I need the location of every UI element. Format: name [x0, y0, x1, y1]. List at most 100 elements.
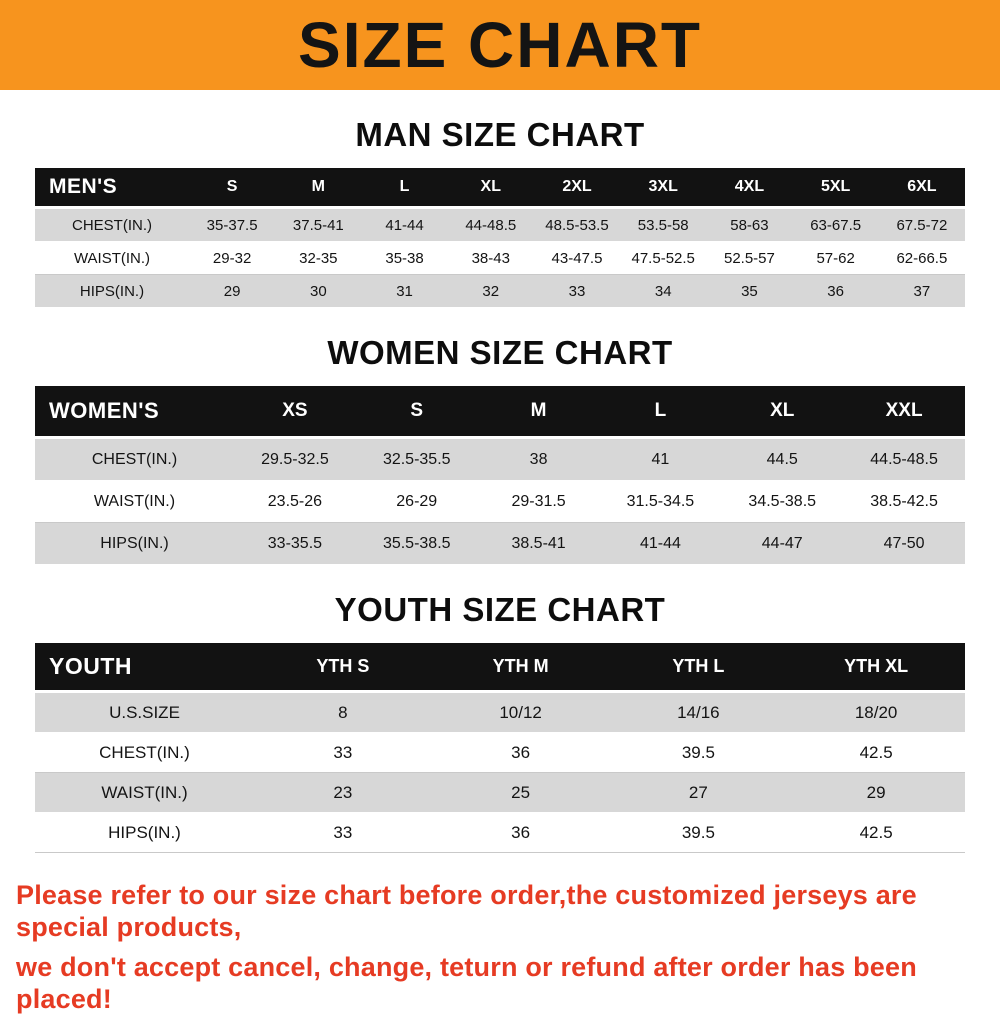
table-row: WAIST(IN.) 23.5-26 26-29 29-31.5 31.5-34.5 34…: [35, 481, 965, 523]
size-column-header: YTH S: [254, 643, 432, 692]
size-column-header: YTH XL: [787, 643, 965, 692]
size-column-header: XS: [234, 386, 356, 438]
measurement-value-cell: 48.5-53.5: [545, 216, 609, 234]
measurement-value-cell: 32: [482, 282, 500, 300]
note-line-2: we don't accept cancel, change, teturn o…: [16, 951, 917, 1015]
measurement-value-cell: 39.5: [681, 742, 715, 762]
measurement-value-cell: 34: [654, 282, 672, 300]
banner: SIZE CHART: [0, 0, 1000, 90]
size-column-header: M: [275, 168, 362, 208]
size-column-header: XL: [447, 168, 534, 208]
section-youth: YOUTH SIZE CHART YOUTH YTH S YTH M YTH L YTH…: [0, 591, 1000, 853]
measurement-label-cell: HIPS(IN.): [79, 282, 145, 300]
header-row: YOUTH YTH S YTH M YTH L YTH XL: [35, 643, 965, 692]
measurement-value-cell: 38-43: [471, 249, 510, 267]
measurement-value-cell: 47.5-52.5: [631, 249, 695, 267]
measurement-value-cell: 30: [309, 282, 327, 300]
measurement-value-cell: 57-62: [816, 249, 855, 267]
header-row: MEN'S S M L XL 2XL 3XL 4XL 5XL 6XL: [35, 168, 965, 208]
measurement-value-cell: 41-44: [639, 534, 681, 552]
measurement-value-cell: 63-67.5: [810, 216, 862, 234]
size-column-header: YTH M: [431, 643, 610, 692]
measurement-value-cell: 38.5-42.5: [870, 492, 938, 510]
size-column-header: 6XL: [878, 168, 965, 208]
measurement-label-cell: CHEST(IN.): [72, 216, 152, 234]
table-row: CHEST(IN.) 33 36 39.5 42.5: [35, 733, 965, 773]
measurement-value-cell: 35.5-38.5: [382, 534, 451, 552]
measurement-value-cell: 37.5-41: [292, 216, 344, 234]
size-column-header: YTH L: [609, 643, 788, 692]
men-size-table: MEN'S S M L XL 2XL 3XL 4XL 5XL 6XL CHEST(IN.) 35-37…: [35, 168, 965, 308]
size-column-header: XXL: [843, 386, 965, 438]
measurement-value-cell: 23: [333, 782, 353, 802]
measurement-value-cell: 38.5-41: [511, 534, 566, 552]
size-column-header: S: [189, 168, 276, 208]
measurement-value-cell: 31: [396, 282, 413, 300]
measurement-label-cell: WAIST(IN.): [73, 249, 151, 267]
table-title-cell: WOMEN'S: [35, 386, 234, 438]
measurement-value-cell: 52.5-57: [723, 249, 775, 267]
measurement-value-cell: 44-47: [761, 534, 803, 552]
measurement-value-cell: 35-37.5: [206, 216, 258, 234]
table-row: U.S.SIZE 8 10/12 14/16 18/20: [35, 691, 965, 733]
header-row: WOMEN'S XS S M L XL XXL: [35, 386, 965, 438]
table-title-cell: MEN'S: [35, 168, 189, 208]
measurement-value-cell: 31.5-34.5: [626, 492, 695, 510]
size-column-header: XL: [721, 386, 844, 438]
measurement-value-cell: 36: [827, 282, 844, 300]
measurement-value-cell: 8: [338, 702, 348, 722]
measurement-label-cell: CHEST(IN.): [91, 450, 178, 468]
women-size-table: WOMEN'S XS S M L XL XXL CHEST(IN.) 29.5-32.5 32.5…: [35, 386, 965, 565]
measurement-label-cell: WAIST(IN.): [93, 492, 176, 510]
measurement-value-cell: 29-32: [212, 249, 252, 267]
measurement-value-cell: 26-29: [396, 492, 438, 510]
measurement-value-cell: 35: [741, 282, 758, 300]
youth-size-chart-heading: YOUTH SIZE CHART: [334, 591, 666, 628]
table-row: WAIST(IN.) 29-32 32-35 35-38 38-43 43-47.5 47.…: [35, 242, 965, 275]
size-column-header: 2XL: [533, 168, 621, 208]
table-title-cell: YOUTH: [35, 643, 254, 692]
measurement-value-cell: 41: [651, 450, 670, 468]
measurement-value-cell: 33-35.5: [267, 534, 323, 552]
man-size-chart-heading: MAN SIZE CHART: [355, 116, 645, 153]
measurement-value-cell: 36: [511, 822, 531, 842]
measurement-value-cell: 62-66.5: [896, 249, 948, 267]
measurement-label-cell: WAIST(IN.): [101, 782, 188, 802]
size-column-header: L: [599, 386, 722, 438]
section-man: MAN SIZE CHART MEN'S S M L XL 2XL 3XL 4XL 5XL 6XL…: [0, 116, 1000, 308]
note-line-1: Please refer to our size chart before or…: [16, 880, 917, 943]
measurement-value-cell: 44-48.5: [465, 216, 517, 234]
measurement-value-cell: 29: [866, 782, 886, 802]
measurement-value-cell: 36: [511, 742, 531, 762]
measurement-value-cell: 25: [511, 782, 531, 802]
size-column-header: 5XL: [792, 168, 879, 208]
measurement-value-cell: 34.5-38.5: [748, 492, 817, 510]
measurement-value-cell: 29: [223, 282, 241, 300]
size-column-header: M: [477, 386, 600, 438]
measurement-value-cell: 33: [333, 822, 353, 842]
women-size-chart-heading: WOMEN SIZE CHART: [327, 334, 673, 371]
table-row: HIPS(IN.) 29 30 31 32 33 34 35 36 37: [35, 274, 965, 308]
measurement-value-cell: 23.5-26: [267, 492, 323, 510]
measurement-value-cell: 32-35: [299, 249, 338, 267]
measurement-value-cell: 41-44: [385, 216, 424, 234]
size-column-header: S: [355, 386, 478, 438]
measurement-value-cell: 44.5: [766, 450, 798, 468]
measurement-value-cell: 29.5-32.5: [261, 450, 329, 468]
table-row: WAIST(IN.) 23 25 27 29: [35, 772, 965, 813]
measurement-value-cell: 38: [529, 450, 548, 468]
measurement-value-cell: 58-63: [730, 216, 769, 234]
size-column-header: L: [361, 168, 448, 208]
measurement-value-cell: 43-47.5: [551, 249, 603, 267]
table-row: CHEST(IN.) 35-37.5 37.5-41 41-44 44-48.5 48.5…: [35, 207, 965, 242]
measurement-label-cell: U.S.SIZE: [109, 702, 180, 722]
measurement-value-cell: 42.5: [859, 742, 893, 762]
measurement-value-cell: 44.5-48.5: [870, 450, 938, 468]
measurement-value-cell: 27: [688, 782, 708, 802]
measurement-value-cell: 37: [913, 282, 931, 300]
section-women: WOMEN SIZE CHART WOMEN'S XS S M L XL XXL CHEST(…: [0, 334, 1000, 565]
measurement-value-cell: 53.5-58: [637, 216, 689, 234]
order-note: Please refer to our size chart before or…: [16, 879, 1000, 1016]
banner-title: SIZE CHART: [298, 9, 702, 81]
